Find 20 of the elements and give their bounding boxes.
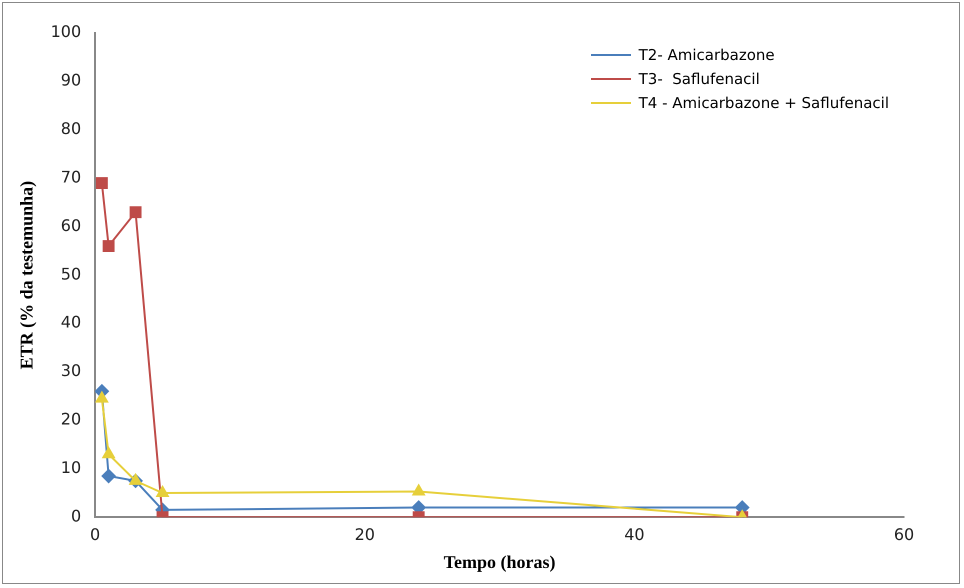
y-tick-label: 40: [60, 312, 82, 332]
y-tick-label: 20: [60, 410, 82, 429]
y-tick-label: 70: [60, 167, 82, 186]
y-axis-title: ETR (% da testemunha): [16, 180, 36, 370]
y-tick-label: 80: [60, 118, 82, 138]
legend-label: T4 - Amicarbazone + Saflufenacil: [638, 94, 889, 112]
x-tick-label: 40: [624, 524, 645, 544]
legend-label: T3- Saflufenacil: [638, 70, 760, 88]
y-tick-label: 90: [60, 70, 82, 90]
y-tick-label: 10: [60, 458, 82, 477]
y-tick-label: 0: [70, 506, 82, 526]
x-axis-title: Tempo (horas): [444, 552, 556, 572]
y-tick-label: 60: [60, 216, 82, 235]
y-tick-label: 30: [60, 361, 82, 380]
y-tick-label: 50: [60, 264, 82, 284]
x-tick-label: 20: [354, 524, 375, 544]
y-tick-label: 100: [50, 22, 82, 42]
x-tick-label: 60: [894, 524, 914, 544]
x-tick-label: 0: [90, 524, 100, 544]
legend-label: T2- Amicarbazone: [638, 46, 775, 64]
